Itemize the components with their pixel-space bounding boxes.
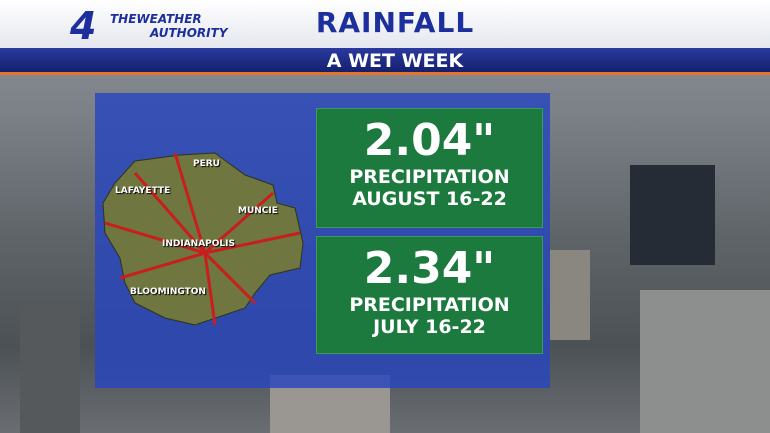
stat-value: 2.34" [363,243,496,294]
logo-line: AUTHORITY [150,26,228,40]
building [550,250,590,340]
state-shape [102,152,304,326]
stat-label: PRECIPITATION [349,166,510,188]
stat-label: PRECIPITATION [349,294,510,316]
header-bar [0,0,770,48]
logo-channel: 4 [70,4,97,48]
subtitle: A WET WEEK [326,50,464,72]
stat-period: JULY 16-22 [373,316,486,338]
map-label: BLOOMINGTON [130,287,206,297]
map [102,152,304,326]
building [20,300,80,433]
map-label: PERU [193,159,220,169]
logo-line: THEWEATHER [110,12,202,26]
map-label: INDIANAPOLIS [162,239,235,249]
stat-box: 2.04" PRECIPITATION AUGUST 16-22 [316,108,543,228]
subtitle-bar [0,48,770,75]
building [630,165,715,265]
roads [104,152,301,326]
stat-value: 2.04" [363,115,496,166]
stat-box: 2.34" PRECIPITATION JULY 16-22 [316,236,543,354]
map-label: LAFAYETTE [115,186,171,196]
title: RAINFALL [315,6,475,39]
map-label: MUNCIE [238,206,278,216]
stat-period: AUGUST 16-22 [352,188,507,210]
building [640,290,770,433]
